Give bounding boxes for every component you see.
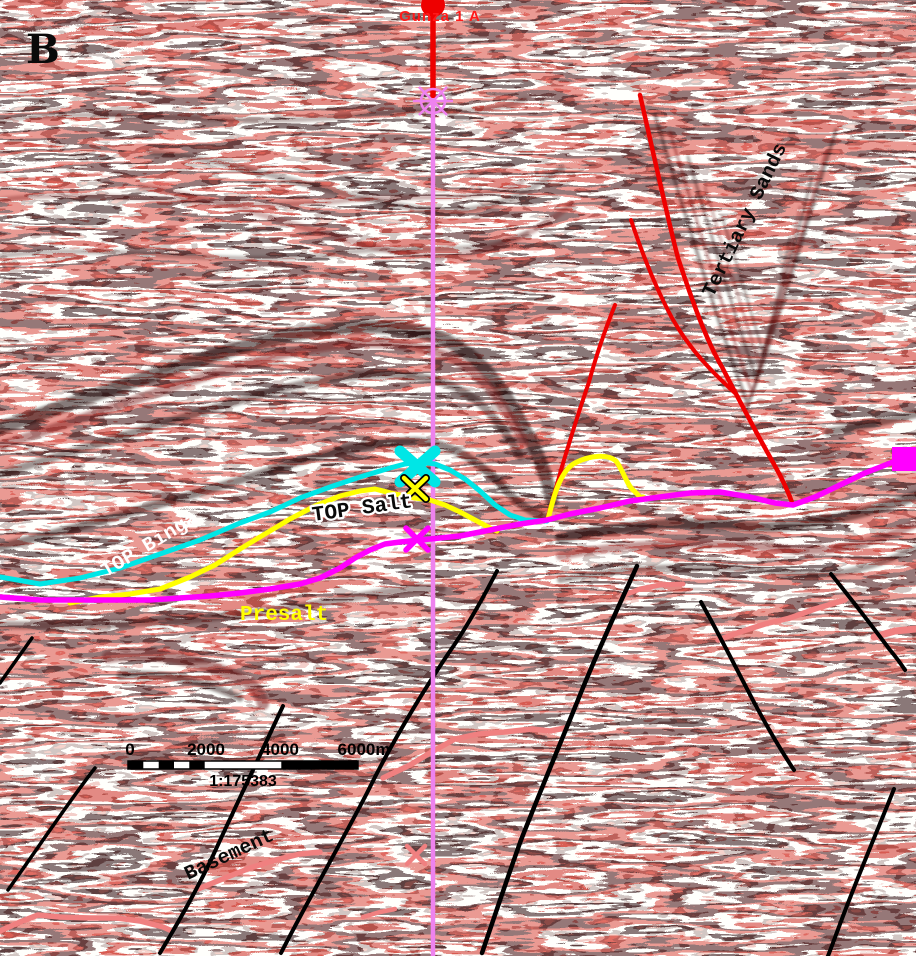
salmon-horizon-segment <box>715 597 848 643</box>
black-fault <box>479 563 640 956</box>
black-fault <box>826 787 896 956</box>
reflector-bands <box>0 97 916 710</box>
yellow-x-marker <box>401 475 429 502</box>
reflector-band <box>0 97 528 123</box>
reflector-band <box>116 670 244 702</box>
scale-tick-label: 0 <box>125 740 134 759</box>
reflector-band <box>0 338 528 451</box>
panel-label: B <box>26 26 60 73</box>
reflector-band <box>686 155 814 383</box>
red-fault <box>629 218 738 396</box>
black-fault <box>6 766 97 892</box>
horizon-top-salt-left <box>67 486 500 606</box>
black-fault <box>279 569 499 955</box>
well-pick-markers <box>394 445 441 553</box>
scale-bar-segment <box>158 761 174 769</box>
scale-tick-label: 6000m <box>338 740 391 759</box>
reflector-band <box>555 491 916 543</box>
reflector-band <box>557 545 916 583</box>
reflector-band <box>0 230 530 262</box>
magenta-horizon-end-square <box>892 447 916 471</box>
reflector-band <box>653 113 838 411</box>
salmon-horizon-segment <box>0 912 175 934</box>
reflector-band <box>102 648 269 710</box>
black-fault <box>0 636 34 685</box>
salmon-horizon-segment <box>380 725 568 781</box>
scale-bar-segment <box>281 761 358 769</box>
reflector-band <box>0 436 550 551</box>
horizon-top-binga <box>0 459 550 587</box>
well-track-group <box>413 0 453 956</box>
reflector-band <box>137 184 575 260</box>
black-fault <box>158 704 285 955</box>
scale-bar-segment <box>128 761 144 769</box>
scale-bar: 0 2000 4000 6000m 1:175383 <box>125 740 390 790</box>
scale-tick-label: 2000 <box>187 740 225 759</box>
magenta-x-marker <box>403 525 431 553</box>
well-derrick-icon <box>413 86 453 116</box>
black-faults <box>0 563 907 956</box>
reflector-band <box>147 149 565 214</box>
scale-tick-label: 4000 <box>261 740 299 759</box>
salmon-horizons <box>0 581 916 934</box>
reflector-band <box>0 320 559 507</box>
salmon-horizon-segment <box>619 581 686 599</box>
salmon-horizon-segment <box>360 906 398 920</box>
reflector-band <box>0 370 524 478</box>
reflector-band <box>703 185 802 370</box>
horizon-top-salt-right <box>545 453 646 522</box>
scale-ratio-label: 1:175383 <box>209 773 277 790</box>
reflector-band <box>720 215 792 357</box>
horizon-magenta <box>0 459 896 603</box>
salmon-horizon-segment <box>195 849 323 892</box>
reflector-band <box>556 520 916 560</box>
salmon-x-marker <box>404 843 428 867</box>
reflector-band <box>0 584 446 630</box>
reflector-band <box>824 410 916 436</box>
scale-bar-segment <box>189 761 205 769</box>
well-head-symbol <box>421 0 445 17</box>
reflector-band <box>0 180 525 207</box>
well-name-label: Gunza 1 A <box>399 8 481 25</box>
black-fault <box>699 600 796 772</box>
presalt-label: Presalt <box>240 604 328 627</box>
red-fault <box>637 92 796 508</box>
black-fault <box>829 572 907 672</box>
reflector-band <box>668 130 828 397</box>
horizons <box>0 447 916 606</box>
